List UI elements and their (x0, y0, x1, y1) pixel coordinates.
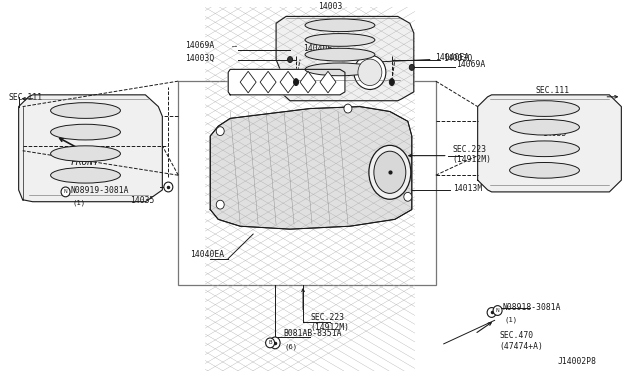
Ellipse shape (493, 306, 502, 315)
Text: SEC.223: SEC.223 (310, 313, 344, 322)
Text: N08918-3081A: N08918-3081A (502, 304, 561, 312)
Ellipse shape (216, 127, 224, 135)
Text: B: B (268, 340, 272, 345)
Ellipse shape (374, 151, 406, 193)
Text: (1): (1) (504, 317, 518, 323)
Text: 14013M: 14013M (452, 184, 482, 193)
Text: (14912M): (14912M) (452, 155, 492, 164)
Polygon shape (276, 16, 414, 101)
Text: 14069A: 14069A (456, 60, 485, 69)
Ellipse shape (305, 33, 375, 46)
Text: 14003Q: 14003Q (443, 54, 472, 62)
Text: 14035: 14035 (131, 196, 155, 205)
Ellipse shape (51, 167, 120, 183)
Text: (1): (1) (72, 199, 86, 206)
Ellipse shape (164, 182, 173, 192)
Polygon shape (320, 71, 336, 93)
Text: SEC.111: SEC.111 (9, 93, 43, 102)
Ellipse shape (266, 338, 275, 348)
Polygon shape (19, 95, 163, 202)
Text: 14035: 14035 (543, 129, 567, 138)
Ellipse shape (509, 141, 579, 157)
Ellipse shape (509, 101, 579, 116)
Ellipse shape (305, 48, 375, 61)
Text: SEC.223: SEC.223 (452, 145, 487, 154)
Text: 14040E: 14040E (303, 44, 332, 53)
Ellipse shape (51, 146, 120, 161)
Polygon shape (210, 107, 412, 229)
Text: (6): (6) (284, 343, 297, 350)
Ellipse shape (61, 187, 70, 197)
Ellipse shape (270, 337, 280, 349)
Ellipse shape (404, 192, 412, 201)
Text: 14040EA: 14040EA (435, 54, 469, 62)
Text: FRONT: FRONT (70, 158, 99, 167)
Ellipse shape (344, 104, 352, 113)
Polygon shape (240, 71, 256, 93)
Ellipse shape (51, 103, 120, 118)
Polygon shape (228, 69, 345, 95)
Text: J14002P8: J14002P8 (557, 357, 596, 366)
Ellipse shape (354, 55, 386, 89)
Polygon shape (280, 71, 296, 93)
Ellipse shape (509, 163, 579, 178)
Text: SEC.470: SEC.470 (500, 331, 534, 340)
Text: 14003: 14003 (318, 1, 342, 10)
Ellipse shape (389, 78, 394, 86)
Ellipse shape (294, 78, 298, 86)
Ellipse shape (487, 308, 496, 317)
Text: N: N (63, 189, 67, 195)
Ellipse shape (216, 200, 224, 209)
Ellipse shape (410, 64, 414, 70)
Ellipse shape (509, 119, 579, 135)
Text: (47474+A): (47474+A) (500, 342, 543, 351)
Ellipse shape (287, 57, 292, 62)
Ellipse shape (369, 145, 411, 199)
Text: N08919-3081A: N08919-3081A (70, 186, 129, 195)
Ellipse shape (305, 63, 375, 76)
Text: (14912M): (14912M) (310, 323, 349, 332)
Ellipse shape (358, 59, 382, 86)
Polygon shape (300, 71, 316, 93)
Polygon shape (260, 71, 276, 93)
Ellipse shape (305, 19, 375, 32)
Bar (179, 81, 436, 285)
Ellipse shape (51, 124, 120, 140)
Text: N: N (496, 308, 499, 313)
Text: 14069A: 14069A (186, 41, 214, 50)
Text: 14003Q: 14003Q (186, 54, 214, 62)
Polygon shape (477, 95, 621, 192)
Text: 14040EA: 14040EA (190, 250, 225, 259)
Text: B081AB-8351A: B081AB-8351A (283, 329, 342, 338)
Text: SEC.111: SEC.111 (536, 86, 570, 95)
